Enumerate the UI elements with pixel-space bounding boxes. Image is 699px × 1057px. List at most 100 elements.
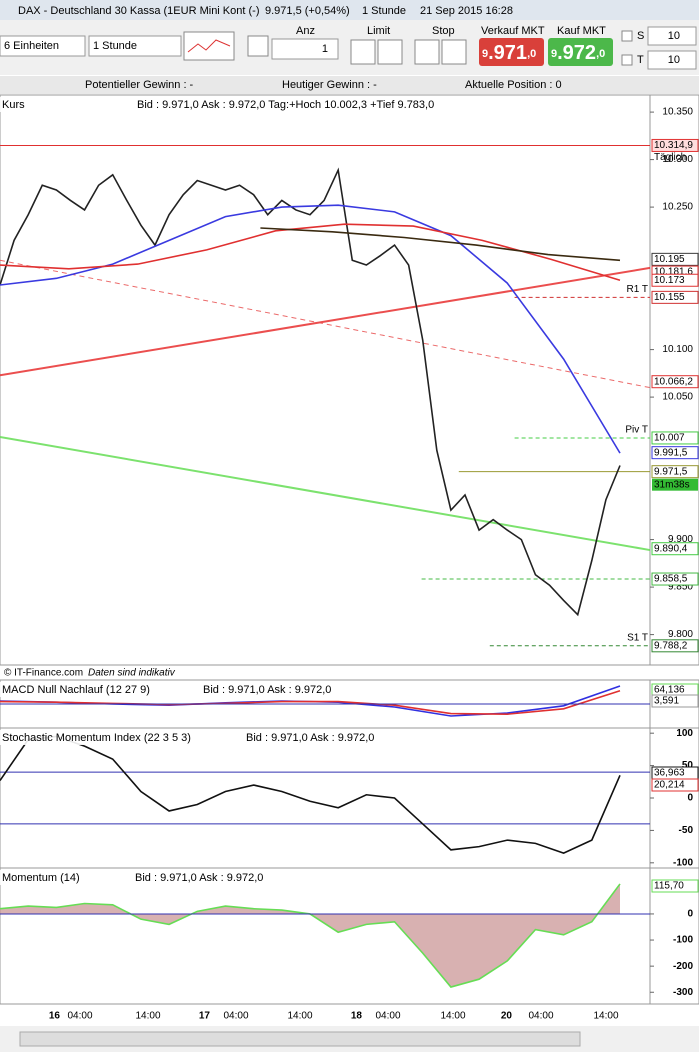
panel-header bbox=[0, 730, 380, 745]
y-tick-label: 10.250 bbox=[662, 202, 693, 213]
series-line bbox=[0, 735, 621, 854]
limit-buy[interactable] bbox=[350, 39, 376, 65]
timeframe-select[interactable] bbox=[88, 35, 182, 57]
t-label: T bbox=[637, 54, 644, 66]
value-tag bbox=[651, 778, 699, 792]
price-tag-label: 10.173 bbox=[654, 275, 685, 286]
anz-value: 1 bbox=[322, 43, 328, 55]
status-bar bbox=[0, 76, 699, 94]
sell-label: Verkauf MKT bbox=[481, 25, 545, 37]
chart-type-button[interactable] bbox=[183, 31, 235, 61]
buy-label: Kauf MKT bbox=[557, 25, 606, 37]
y-tick-label: 9.850 bbox=[668, 582, 693, 593]
stop-sell[interactable] bbox=[441, 39, 467, 65]
price-tag bbox=[651, 446, 699, 460]
price-tag-label: 9.971,5 bbox=[654, 466, 688, 477]
value-tag-label: 64,136 bbox=[654, 685, 685, 696]
panel bbox=[0, 94, 699, 666]
sell-button[interactable] bbox=[479, 38, 544, 66]
buy-button[interactable] bbox=[548, 38, 613, 66]
x-tick-label: 14:00 bbox=[593, 1011, 618, 1022]
value-tag bbox=[651, 879, 699, 893]
units-select[interactable] bbox=[0, 35, 86, 57]
y-tick-label: 10.350 bbox=[662, 107, 693, 118]
y-tick-label: 10.100 bbox=[662, 344, 693, 355]
y-tick-label: -100 bbox=[673, 857, 693, 868]
panel-quote: Bid : 9.971,0 Ask : 9.972,0 bbox=[135, 872, 263, 884]
x-tick-label: 04:00 bbox=[223, 1011, 248, 1022]
panel bbox=[0, 727, 699, 869]
panel-header bbox=[0, 870, 380, 885]
t-value: 10 bbox=[668, 54, 680, 66]
status: Potentieller Gewinn : - bbox=[85, 79, 194, 91]
level-tag: R1 T bbox=[627, 284, 649, 295]
price-tag bbox=[651, 375, 699, 389]
y-tick-label: 100 bbox=[676, 728, 693, 739]
x-tick-label: 14:00 bbox=[287, 1011, 312, 1022]
panel-title: Stochastic Momentum Index (22 3 5 3) bbox=[2, 732, 191, 744]
y-tick-label: 10.300 bbox=[662, 154, 693, 165]
y-tick-label: 50 bbox=[682, 760, 694, 771]
x-tick-label: 16 bbox=[49, 1011, 61, 1022]
price-tag bbox=[651, 542, 699, 556]
stop-label: Stop bbox=[432, 25, 455, 37]
panel-header bbox=[0, 682, 380, 697]
x-tick-label: 04:00 bbox=[375, 1011, 400, 1022]
interval: 1 Stunde bbox=[362, 5, 406, 17]
trendline bbox=[0, 259, 651, 389]
x-tick-label: 20 bbox=[501, 1011, 513, 1022]
price-tag bbox=[651, 465, 699, 479]
price-tag-label: 10.195 bbox=[654, 254, 685, 265]
price: 9.971,5 (+0,54%) bbox=[265, 5, 350, 17]
s-checkbox[interactable] bbox=[621, 30, 633, 42]
price-part: .972 bbox=[557, 42, 596, 64]
x-tick-label: 18 bbox=[351, 1011, 363, 1022]
x-tick-label: 04:00 bbox=[67, 1011, 92, 1022]
s-input[interactable] bbox=[647, 26, 697, 46]
price-tag-label: 10.007 bbox=[654, 433, 685, 444]
price-tag-label: 10.181,6 bbox=[654, 267, 693, 278]
price-tag-label: 9.991,5 bbox=[654, 447, 688, 458]
scroll-track[interactable] bbox=[19, 1031, 581, 1047]
footer: Daten sind indikativ bbox=[88, 668, 176, 679]
price-tag-label: 10.066,2 bbox=[654, 376, 693, 387]
panel-title: Kurs bbox=[2, 99, 25, 111]
value-tag bbox=[651, 694, 699, 708]
countdown-box bbox=[652, 478, 698, 491]
level-tag: Piv T bbox=[625, 425, 648, 436]
level-tag: Täglich bbox=[654, 152, 686, 163]
limit-label: Limit bbox=[367, 25, 390, 37]
price-part: ,0 bbox=[527, 48, 536, 60]
anz-input[interactable] bbox=[271, 38, 339, 60]
countdown: 31m38s bbox=[654, 479, 690, 490]
price-tag bbox=[651, 138, 699, 152]
limit-sell[interactable] bbox=[377, 39, 403, 65]
s-label: S bbox=[637, 30, 644, 42]
y-tick-label: 9.900 bbox=[668, 534, 693, 545]
panel-title: Momentum (14) bbox=[2, 872, 80, 884]
value-tag-label: 20,214 bbox=[654, 780, 685, 791]
panel bbox=[0, 867, 699, 1005]
panel-header bbox=[0, 97, 445, 112]
y-tick-label: -200 bbox=[673, 961, 693, 972]
y-tick-label: 0 bbox=[687, 793, 693, 804]
y-tick-label: 9.800 bbox=[668, 629, 693, 640]
stop-buy[interactable] bbox=[414, 39, 440, 65]
settings-button[interactable] bbox=[247, 35, 269, 57]
value-tag-label: 3,591 bbox=[654, 696, 679, 707]
t-checkbox[interactable] bbox=[621, 54, 633, 66]
datetime: 21 Sep 2015 16:28 bbox=[420, 5, 513, 17]
window-title: DAX - Deutschland 30 Kassa (1EUR Mini Ko… bbox=[18, 5, 259, 17]
price-tag-label: 9.858,5 bbox=[654, 574, 688, 585]
x-tick-label: 17 bbox=[199, 1011, 211, 1022]
price-tag bbox=[651, 572, 699, 586]
area bbox=[0, 883, 620, 988]
status: Aktuelle Position : 0 bbox=[465, 79, 562, 91]
panel-quote: Bid : 9.971,0 Ask : 9.972,0 bbox=[203, 684, 331, 696]
t-input[interactable] bbox=[647, 50, 697, 70]
price-part: 9 bbox=[551, 48, 557, 60]
series-line bbox=[260, 227, 621, 262]
price-display: 9.972,0 bbox=[551, 42, 605, 64]
x-tick-label: 04:00 bbox=[528, 1011, 553, 1022]
